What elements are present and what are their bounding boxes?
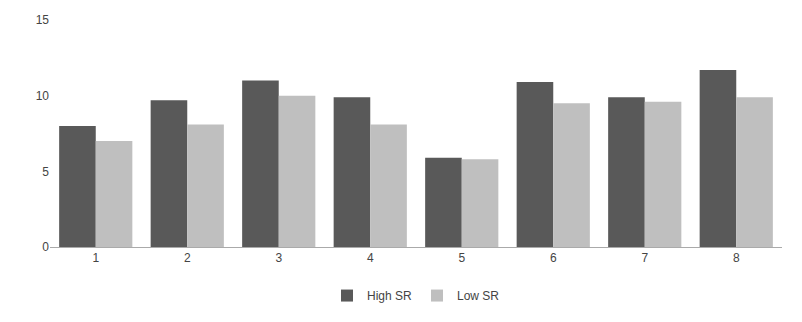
svg-text:10: 10 [36, 89, 50, 103]
svg-text:15: 15 [36, 13, 50, 27]
svg-text:5: 5 [458, 251, 465, 265]
svg-text:Low SR: Low SR [457, 289, 499, 303]
svg-text:High SR: High SR [367, 289, 412, 303]
svg-text:5: 5 [42, 165, 49, 179]
svg-text:6: 6 [550, 251, 557, 265]
svg-text:0: 0 [42, 240, 49, 254]
svg-text:3: 3 [275, 251, 282, 265]
svg-text:7: 7 [641, 251, 648, 265]
svg-text:1: 1 [92, 251, 99, 265]
svg-text:4: 4 [367, 251, 374, 265]
svg-text:8: 8 [733, 251, 740, 265]
svg-text:2: 2 [184, 251, 191, 265]
